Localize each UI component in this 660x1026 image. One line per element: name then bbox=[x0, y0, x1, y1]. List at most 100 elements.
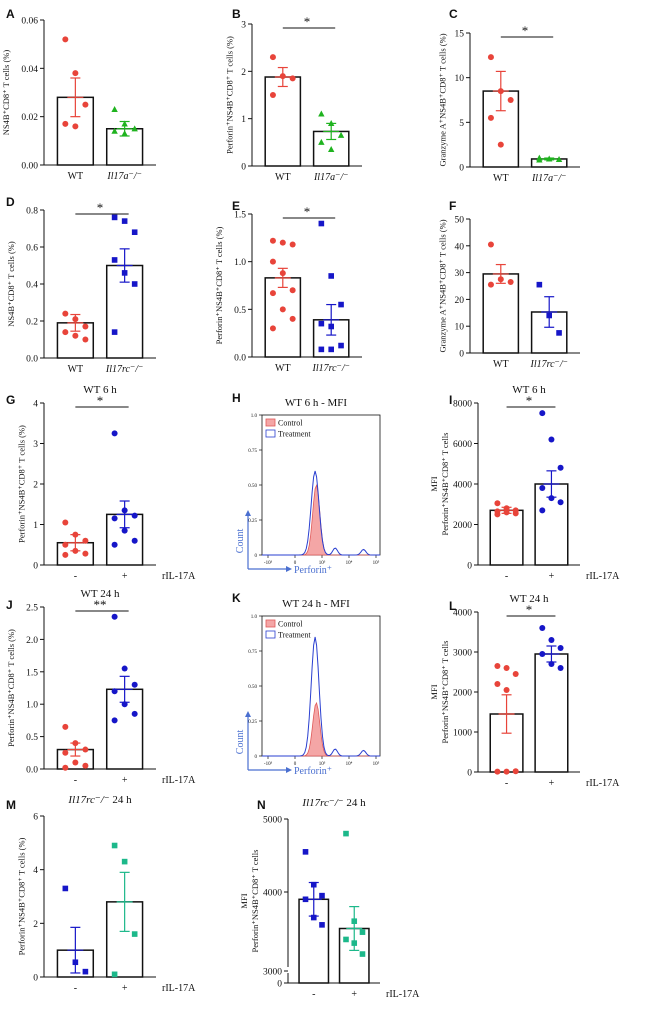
y-tick-label: 6 bbox=[33, 813, 38, 823]
y-tick-label: 3000 bbox=[453, 649, 472, 659]
data-point bbox=[111, 541, 118, 548]
data-point bbox=[62, 551, 69, 558]
x-category-label: - bbox=[312, 989, 315, 1000]
x-category-label: - bbox=[74, 775, 77, 786]
panel-title: WT 6 h bbox=[512, 384, 546, 396]
y-tick-label: 0.50 bbox=[248, 685, 257, 690]
y-tick-label: 0 bbox=[467, 769, 472, 779]
data-point bbox=[121, 665, 128, 672]
data-point bbox=[555, 156, 563, 163]
data-point bbox=[487, 281, 494, 288]
y-tick-label: 0.0 bbox=[26, 766, 38, 776]
sig-marker: * bbox=[526, 602, 533, 617]
y-tick-label: 4000 bbox=[453, 481, 472, 491]
x-tick-label: 10⁴ bbox=[346, 761, 353, 767]
data-point bbox=[269, 92, 276, 98]
data-point bbox=[548, 436, 555, 443]
data-point bbox=[62, 749, 69, 756]
data-point bbox=[131, 681, 138, 688]
data-point bbox=[497, 276, 504, 283]
y-axis-label: Perforin⁺NS4B⁺CD8⁺ T cells (%) bbox=[6, 629, 16, 747]
data-point bbox=[343, 936, 349, 943]
data-point bbox=[111, 106, 118, 113]
x-category-label: Il17rc⁻/⁻ bbox=[105, 364, 143, 375]
y-tick-label: 2000 bbox=[453, 521, 472, 531]
y-tick-label: 40 bbox=[455, 242, 465, 252]
x-tick-label: 0 bbox=[294, 561, 297, 566]
data-point bbox=[121, 527, 128, 534]
data-point bbox=[319, 922, 325, 928]
y-tick-label: 2.5 bbox=[26, 604, 38, 614]
y-tick-label: 10 bbox=[455, 323, 465, 333]
data-point bbox=[131, 125, 138, 132]
y-axis-label: Perforin⁺NS4B⁺CD8⁺ T cells bbox=[440, 433, 450, 536]
x-category-label: + bbox=[549, 778, 555, 789]
data-point bbox=[269, 290, 276, 297]
y-tick-label: 0.50 bbox=[248, 484, 257, 489]
data-point bbox=[121, 218, 128, 224]
y-tick-label: 1.5 bbox=[234, 211, 246, 221]
y-tick-label: 0.06 bbox=[21, 17, 38, 27]
y-label-group: NS4B⁺CD8⁺ T cells (%) bbox=[1, 50, 11, 136]
data-point bbox=[62, 541, 69, 548]
data-point bbox=[111, 515, 118, 522]
control-peak bbox=[262, 483, 380, 556]
data-point bbox=[497, 88, 504, 95]
treatment-label: rIL-17A bbox=[162, 571, 196, 582]
y-tick-label: 4 bbox=[33, 400, 38, 410]
data-point bbox=[318, 346, 325, 353]
data-point bbox=[487, 54, 494, 61]
y-axis-label: Perforin⁺NS4B⁺CD8⁺ T cells bbox=[440, 641, 450, 744]
data-point bbox=[319, 892, 325, 899]
data-point bbox=[111, 971, 118, 978]
sig-marker: * bbox=[526, 393, 533, 408]
sig-marker: * bbox=[97, 393, 104, 408]
data-point bbox=[62, 120, 69, 127]
panel-title: WT 6 h - MFI bbox=[285, 397, 347, 409]
panel-label: N bbox=[257, 798, 266, 812]
panel-A: A 0.00 0.02 0.04 0.06 NS4B⁺CD8⁺ T cells (%) WT… bbox=[1, 7, 156, 182]
panel-title: Il17rc⁻/⁻ 24 h bbox=[67, 794, 132, 806]
y-tick-label: 0.5 bbox=[26, 733, 38, 743]
x-category-label: + bbox=[351, 989, 357, 1000]
data-point bbox=[121, 507, 128, 514]
data-point bbox=[328, 146, 335, 153]
panel-J: J 0.0 0.5 1.0 1.5 2.0 2.5 Perforin⁺NS4B⁺CD8⁺ T … bbox=[6, 588, 196, 786]
panel-title: WT 24 h bbox=[81, 588, 120, 600]
data-point bbox=[512, 510, 519, 517]
data-point bbox=[503, 509, 510, 516]
panel-K: K 0 0.25 0.50 0.75 1.0 -10³ 0 10³ 10⁴ 10⁵ Control Tr… bbox=[232, 591, 381, 777]
data-point bbox=[131, 710, 138, 717]
data-point bbox=[302, 849, 309, 855]
data-point bbox=[62, 723, 69, 730]
bar-0 bbox=[264, 76, 302, 167]
y-tick-label: 1.5 bbox=[26, 668, 38, 678]
data-point bbox=[548, 661, 555, 667]
count-label-group: Count bbox=[235, 529, 246, 554]
y-tick-label: 30 bbox=[455, 269, 465, 279]
data-point bbox=[82, 762, 89, 769]
y-tick-label: 0.0 bbox=[26, 355, 38, 365]
perforin-label: Perforin⁺ bbox=[294, 766, 332, 777]
x-arrowhead bbox=[286, 767, 292, 773]
x-category-label: Il17a⁻/⁻ bbox=[106, 171, 141, 182]
data-point bbox=[289, 287, 296, 294]
y-tick-label: 0.75 bbox=[248, 449, 257, 454]
data-point bbox=[82, 968, 89, 975]
y-tick-label: 0.0 bbox=[234, 354, 246, 364]
y-tick-label: 0.04 bbox=[21, 65, 38, 75]
x-category-label: Il17a⁻/⁻ bbox=[313, 172, 348, 183]
y-axis-label: NS4B⁺CD8⁺ T cells (%) bbox=[6, 241, 16, 327]
y-axis-label: Perforin⁺NS4B⁺CD8⁺ T cells (%) bbox=[17, 837, 27, 955]
y-tick-label: 1000 bbox=[453, 729, 472, 739]
data-point bbox=[328, 120, 335, 126]
data-point bbox=[546, 155, 553, 162]
y-tick-label: 0.6 bbox=[26, 244, 38, 254]
data-point bbox=[111, 613, 118, 620]
y-label-group: Perforin⁺NS4B⁺CD8⁺ T cells (%) bbox=[225, 36, 235, 154]
y-tick-label: 8000 bbox=[453, 400, 472, 410]
sig-marker: * bbox=[304, 14, 311, 29]
panel-label: H bbox=[232, 391, 241, 405]
data-point bbox=[497, 141, 504, 148]
panel-label: C bbox=[449, 7, 458, 21]
